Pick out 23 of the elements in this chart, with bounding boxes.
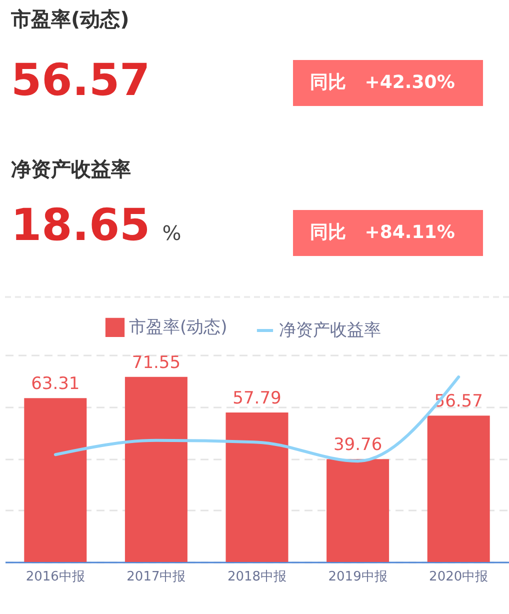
text: 同比 +42.30% <box>293 60 483 106</box>
data-label: 57.79 <box>232 388 282 408</box>
text: 56.57 <box>11 55 150 106</box>
bar <box>124 376 188 562</box>
text: 净资产收益率 <box>11 156 131 183</box>
text: 18.65 <box>11 200 150 251</box>
x-tick-label: 2016中报 <box>26 570 85 584</box>
data-label: 71.55 <box>132 352 181 373</box>
legend-label: 净资产收益率 <box>279 320 381 340</box>
text: 同比 +84.11% <box>293 210 483 256</box>
legend-label: 市盈率(动态) <box>129 317 228 338</box>
text: 市盈率(动态) <box>11 6 130 33</box>
data-label: 63.31 <box>31 374 80 394</box>
data-label: 39.76 <box>333 435 382 456</box>
x-tick-label: 2017中报 <box>126 570 186 584</box>
bar <box>24 398 87 562</box>
bar <box>427 416 490 562</box>
bar <box>326 459 390 562</box>
text: % <box>162 221 182 245</box>
x-tick-label: 2019中报 <box>328 570 388 584</box>
bar <box>226 412 288 562</box>
x-tick-label: 2020中报 <box>429 570 488 584</box>
x-tick-label: 2018中报 <box>227 570 287 584</box>
